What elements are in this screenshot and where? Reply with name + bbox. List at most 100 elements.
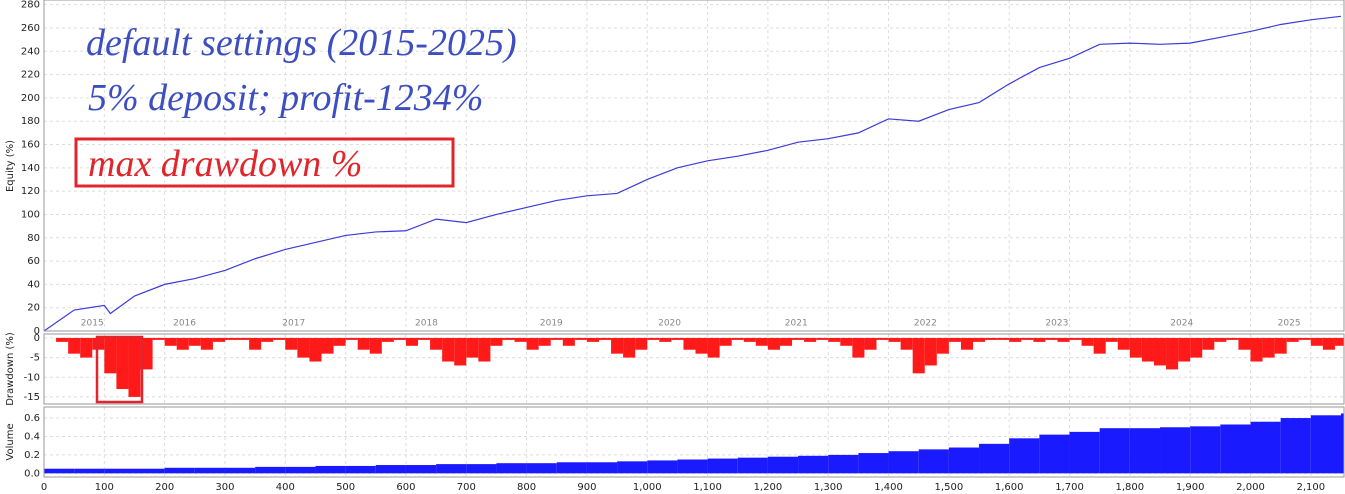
bar: [1214, 337, 1227, 342]
x-tick-label: 600: [396, 482, 415, 493]
x-tick-label: 1,500: [935, 482, 964, 493]
bar: [798, 455, 829, 474]
bar: [514, 337, 527, 342]
bar: [888, 337, 901, 342]
bar: [405, 337, 419, 346]
bar: [188, 337, 201, 346]
bar: [224, 467, 256, 474]
y-tick-label: 220: [21, 70, 40, 81]
bar: [74, 468, 105, 474]
y-tick-label: 120: [21, 186, 40, 197]
bar: [876, 337, 889, 340]
bar: [611, 337, 624, 354]
y-tick-label: 0.4: [24, 431, 40, 442]
bar: [309, 337, 322, 362]
bar: [104, 337, 117, 374]
x-tick-label: 1,200: [754, 482, 783, 493]
bar: [936, 337, 949, 354]
year-label: 2019: [540, 319, 563, 329]
bar: [1009, 438, 1040, 474]
bar: [586, 337, 599, 342]
bar: [737, 457, 768, 474]
bar: [659, 337, 672, 342]
bar: [707, 337, 720, 358]
x-tick-label: 1,900: [1176, 482, 1205, 493]
bar: [767, 456, 799, 474]
bar: [375, 465, 406, 474]
bar: [1262, 337, 1275, 358]
bar: [134, 468, 165, 474]
bar: [647, 460, 678, 474]
bar: [647, 337, 660, 340]
bar: [1039, 434, 1070, 474]
bar: [828, 337, 841, 342]
annotation-box: [74, 137, 455, 188]
bar: [743, 337, 756, 342]
x-tick-label: 900: [577, 482, 596, 493]
bar: [538, 337, 551, 346]
x-tick-label: 200: [155, 482, 174, 493]
bar: [92, 337, 105, 350]
bar: [466, 464, 497, 474]
bar: [237, 337, 250, 340]
bar: [586, 462, 618, 474]
y-tick-label: 100: [21, 209, 40, 220]
bar: [224, 337, 238, 340]
bar: [948, 337, 961, 342]
bar: [900, 337, 913, 350]
bar: [261, 337, 274, 342]
bar: [200, 337, 213, 350]
bar: [56, 337, 69, 342]
bar: [550, 337, 563, 340]
bar: [792, 337, 805, 340]
y-tick-label: 0.2: [24, 450, 40, 461]
bar: [430, 337, 443, 350]
year-label: 2023: [1045, 319, 1068, 329]
bar: [677, 459, 708, 474]
bar: [116, 337, 129, 390]
bar: [285, 337, 298, 350]
bar: [574, 337, 587, 340]
bar: [1190, 426, 1221, 474]
bar: [1093, 337, 1106, 354]
y-tick-label: 200: [21, 93, 40, 104]
bar: [695, 337, 708, 354]
bar: [1286, 337, 1299, 342]
bar: [152, 337, 165, 340]
bar: [707, 458, 738, 474]
bar: [68, 337, 81, 354]
bar: [478, 337, 491, 362]
year-label: 2016: [173, 319, 196, 329]
bar: [333, 337, 346, 346]
y-tick-label: 0.0: [24, 468, 40, 479]
x-tick-label: 800: [517, 482, 536, 493]
bar: [755, 337, 768, 346]
bar: [1340, 413, 1344, 474]
annotation: 5% deposit; profit-1234%: [88, 77, 483, 119]
x-tick-label: 1,700: [1055, 482, 1084, 493]
x-tick-label: 1,400: [874, 482, 903, 493]
y-tick-label: 40: [27, 279, 40, 290]
bar: [556, 462, 587, 474]
bar: [1280, 418, 1311, 474]
x-tick-label: 500: [336, 482, 355, 493]
x-tick-label: 1,000: [633, 482, 662, 493]
bar: [369, 337, 382, 354]
year-label: 2017: [282, 319, 305, 329]
bar: [345, 337, 358, 340]
bar: [1160, 427, 1191, 474]
y-tick-label: 160: [21, 140, 40, 151]
bar: [562, 337, 575, 346]
y-axis-label: Equity (%): [5, 140, 16, 192]
y-axis-label: Volume: [5, 423, 16, 460]
bar: [1009, 337, 1022, 342]
grid-layer: [43, 0, 1344, 477]
bar: [393, 337, 406, 340]
bar: [140, 337, 153, 370]
bar: [888, 451, 919, 474]
bar: [1069, 431, 1100, 474]
bar: [671, 337, 684, 340]
x-tick-label: 1,100: [693, 482, 722, 493]
bar: [973, 337, 986, 342]
y-tick-label: 280: [21, 0, 40, 11]
